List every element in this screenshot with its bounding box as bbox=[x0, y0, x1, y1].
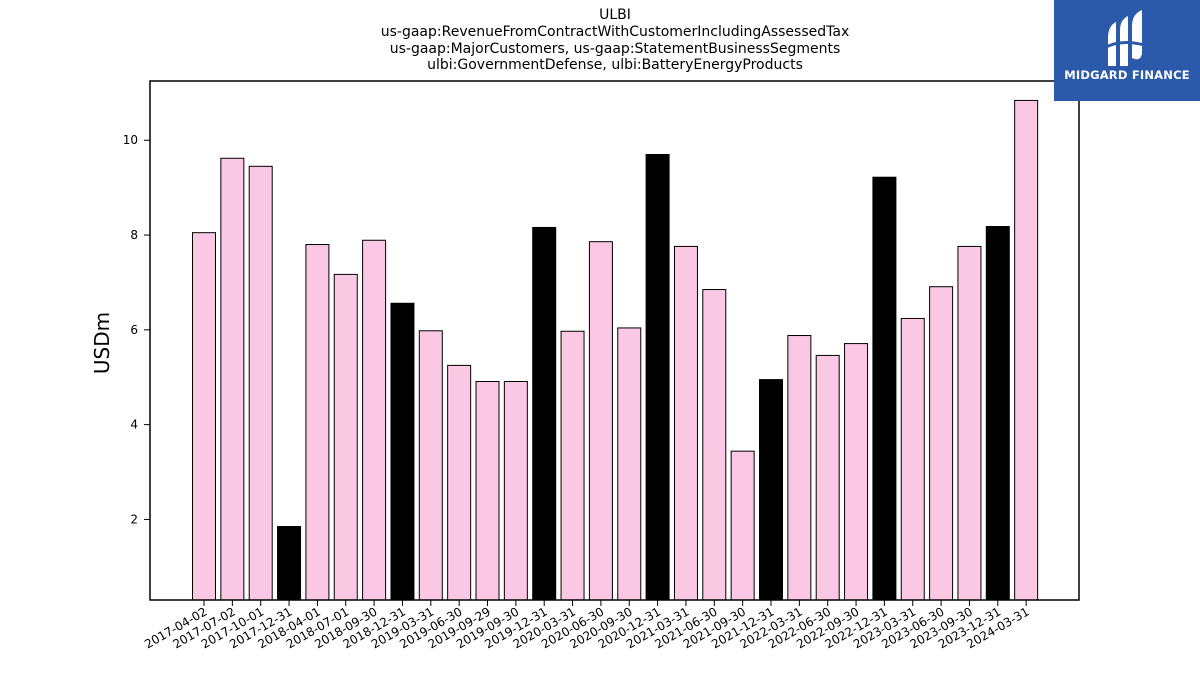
bars bbox=[192, 99, 1039, 601]
bar-2017-12-31 bbox=[277, 526, 302, 601]
chart-title: ULBI us-gaap:RevenueFromContractWithCust… bbox=[381, 7, 850, 73]
bar-2017-10-01 bbox=[248, 165, 273, 601]
plot-frame bbox=[149, 80, 1080, 601]
bar-2023-09-30 bbox=[957, 245, 982, 601]
bar-2022-12-31 bbox=[872, 176, 897, 601]
bar-2020-06-30 bbox=[588, 241, 613, 601]
bar-2024-03-31 bbox=[1014, 99, 1039, 601]
bar-2019-09-30 bbox=[503, 381, 528, 601]
bar-2020-12-31 bbox=[645, 153, 670, 601]
bar-2018-12-31 bbox=[390, 302, 415, 601]
bar-2017-07-02 bbox=[220, 157, 245, 601]
chart-title-line-4: ulbi:GovernmentDefense, ulbi:BatteryEner… bbox=[427, 57, 803, 73]
bar-2023-06-30 bbox=[929, 286, 954, 601]
bar-2022-03-31 bbox=[787, 335, 812, 601]
y-tick-label: 10 bbox=[123, 133, 138, 147]
x-axis-ticks: 2017-04-022017-07-022017-10-012017-12-31… bbox=[142, 600, 1032, 651]
bar-2022-09-30 bbox=[844, 343, 869, 601]
bar-2018-04-01 bbox=[305, 244, 330, 601]
bar-2021-12-31 bbox=[759, 379, 783, 601]
bar-2019-09-29 bbox=[475, 381, 500, 601]
y-tick-label: 6 bbox=[130, 323, 138, 337]
bar-2021-06-30 bbox=[702, 289, 727, 601]
bar-2023-12-31 bbox=[985, 226, 1010, 601]
bar-2020-09-30 bbox=[617, 327, 642, 601]
chart-title-line-3: us-gaap:MajorCustomers, us-gaap:Statemen… bbox=[390, 41, 841, 57]
bar-2023-03-31 bbox=[900, 317, 925, 601]
bar-2017-04-02 bbox=[192, 232, 216, 601]
y-tick-label: 2 bbox=[130, 512, 138, 526]
midgard-logo-icon bbox=[1103, 10, 1149, 66]
y-tick-label: 8 bbox=[130, 228, 138, 242]
bar-2019-12-31 bbox=[532, 226, 557, 601]
logo-text: MIDGARD FINANCE bbox=[1064, 68, 1190, 82]
bar-2021-09-30 bbox=[730, 450, 755, 601]
bar-2020-03-31 bbox=[560, 330, 585, 601]
y-axis-ticks: 2 4 6 8 10 bbox=[123, 133, 150, 526]
bar-2022-06-30 bbox=[815, 354, 840, 601]
y-axis-label: USDm bbox=[90, 312, 114, 374]
midgard-finance-logo: MIDGARD FINANCE bbox=[1054, 0, 1200, 101]
bar-2019-03-31 bbox=[418, 330, 443, 601]
bar-2018-09-30 bbox=[362, 239, 387, 601]
bar-2021-03-31 bbox=[673, 245, 698, 601]
chart-title-line-2: us-gaap:RevenueFromContractWithCustomerI… bbox=[381, 24, 850, 40]
y-tick-label: 4 bbox=[130, 418, 138, 432]
bar-2018-07-01 bbox=[333, 273, 358, 601]
bar-2019-06-30 bbox=[447, 364, 472, 601]
chart-title-line-1: ULBI bbox=[599, 7, 631, 23]
